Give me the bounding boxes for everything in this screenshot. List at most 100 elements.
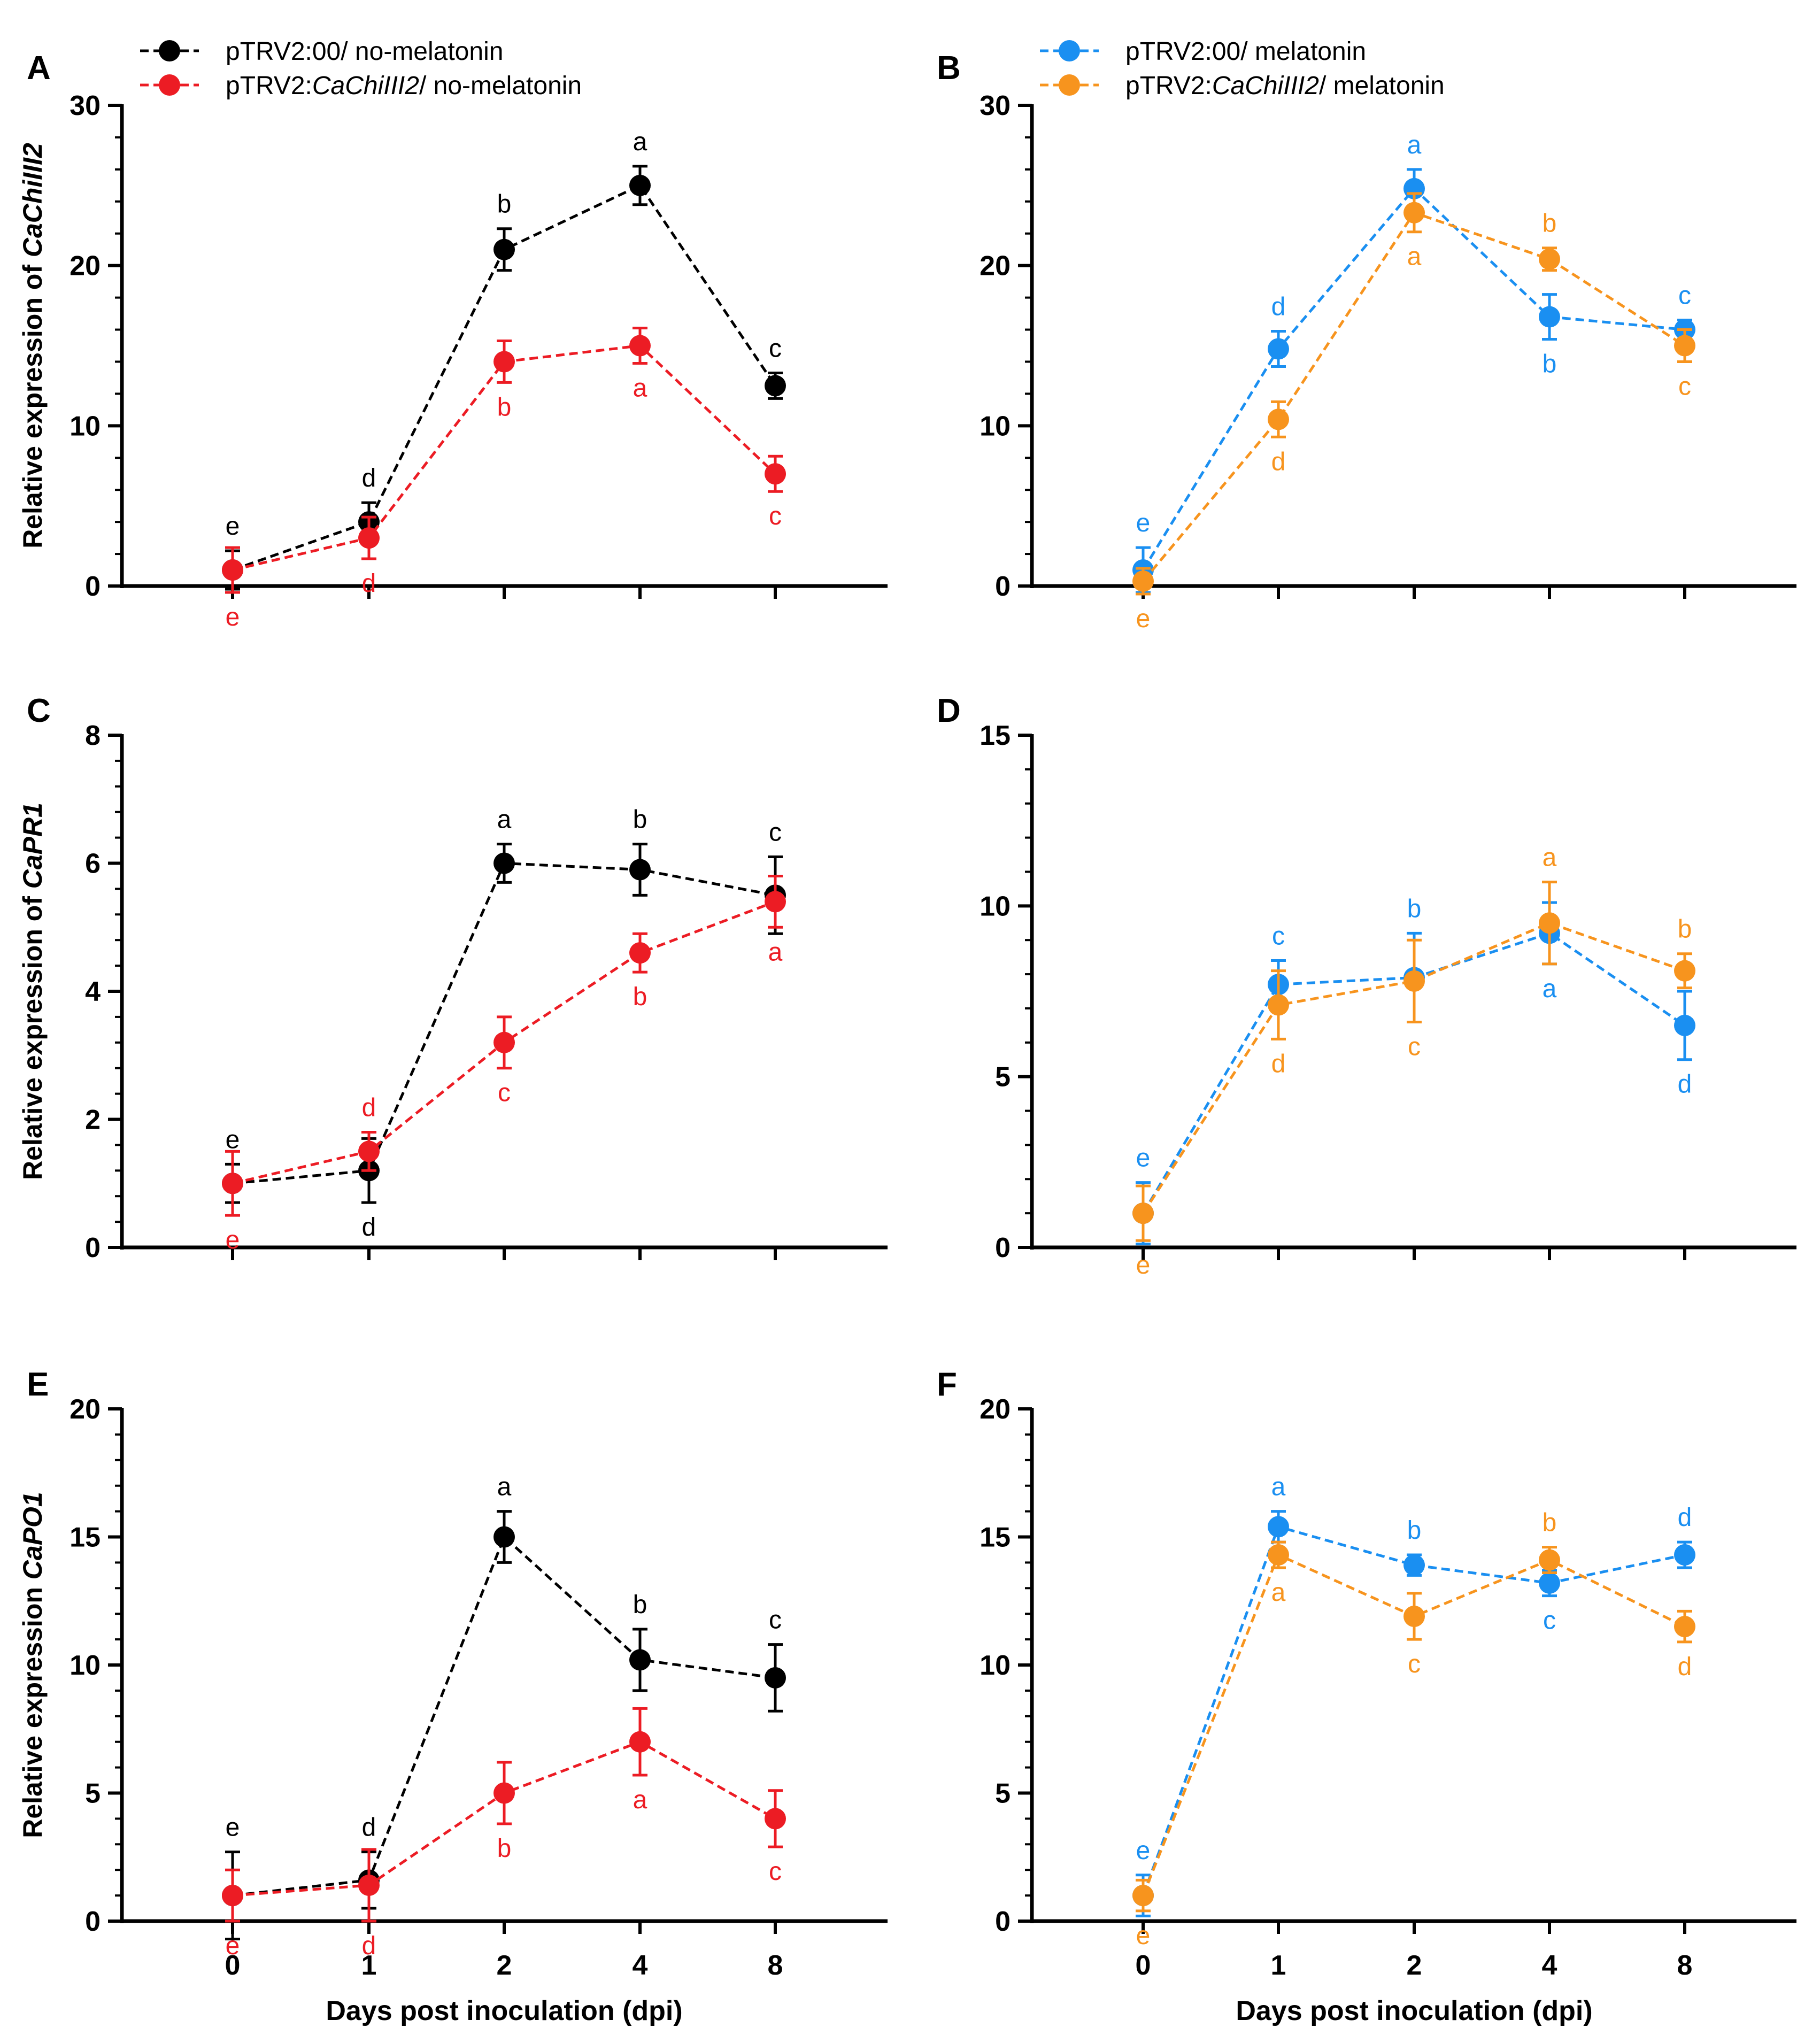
significance-letter: e <box>1136 1251 1151 1279</box>
significance-letter: b <box>497 393 512 421</box>
series-line <box>1142 1525 1685 1896</box>
significance-letter: d <box>362 1932 376 1960</box>
y-axis-label: Relative expression of CaPR1 <box>18 803 48 1180</box>
data-point <box>629 1649 651 1671</box>
significance-letter: c <box>769 334 782 363</box>
data-point <box>1268 994 1289 1016</box>
data-point <box>358 1874 380 1896</box>
significance-letter: e <box>1136 1837 1151 1865</box>
data-point <box>765 1667 786 1689</box>
significance-letter: d <box>1271 1050 1286 1078</box>
y-tick-label: 5 <box>995 1778 1011 1809</box>
significance-letter: e <box>226 512 240 541</box>
data-point <box>1674 960 1695 982</box>
significance-letter: b <box>633 1591 647 1619</box>
panel-letter: F <box>937 1366 957 1403</box>
series-1 <box>222 1510 786 1941</box>
y-tick-label: 0 <box>85 1232 101 1263</box>
y-tick-label: 10 <box>980 891 1011 922</box>
significance-letter: a <box>1271 1578 1286 1607</box>
data-point <box>1674 1544 1695 1566</box>
y-tick-label: 8 <box>85 720 101 751</box>
significance-letter: a <box>497 1473 512 1501</box>
significance-letter: d <box>1678 1653 1692 1681</box>
x-axis-title-right: Days post inoculation (dpi) <box>1236 1995 1592 2026</box>
series-1 <box>222 165 786 591</box>
significance-letter: a <box>768 938 783 966</box>
y-tick-label: 20 <box>980 1394 1011 1425</box>
data-point <box>1403 970 1425 992</box>
x-axis-title-left: Days post inoculation (dpi) <box>326 1995 682 2026</box>
data-point <box>222 1173 243 1194</box>
significance-letter: c <box>1678 282 1691 310</box>
data-point <box>1539 1549 1560 1571</box>
data-point <box>629 335 651 357</box>
y-tick-label: 6 <box>85 849 101 880</box>
significance-letter: b <box>1543 210 1557 238</box>
data-point <box>1268 1544 1289 1566</box>
legend-left: pTRV2:00/ no-melatonin pTRV2:CaChiIII2/ n… <box>140 37 582 100</box>
data-point <box>1674 1014 1695 1036</box>
significance-letter: a <box>633 128 647 156</box>
y-tick-label: 10 <box>70 1650 101 1681</box>
data-point <box>1403 202 1425 223</box>
significance-letter: c <box>769 1606 782 1635</box>
y-tick-label: 20 <box>70 1394 101 1425</box>
x-tick-label: 1 <box>1271 1950 1286 1981</box>
data-point <box>222 1885 243 1907</box>
y-tick-label: 0 <box>995 1906 1011 1937</box>
significance-letter: e <box>1136 1144 1151 1173</box>
x-tick-label: 4 <box>1542 1950 1557 1981</box>
data-point <box>629 174 651 196</box>
significance-letter: b <box>1678 915 1692 944</box>
x-tick-label: 4 <box>633 1950 648 1981</box>
data-point <box>1132 1202 1154 1224</box>
panel-letter: B <box>937 50 961 87</box>
y-tick-label: 15 <box>70 1522 101 1553</box>
legend-right: pTRV2:00/ melatonin pTRV2:CaChiIII2/ mela… <box>1040 37 1445 100</box>
data-point <box>1403 1554 1425 1576</box>
y-tick-label: 4 <box>85 976 101 1007</box>
significance-letter: b <box>1407 1516 1422 1545</box>
legend-label: pTRV2:CaChiIII2/ melatonin <box>1125 72 1445 100</box>
x-tick-label: 8 <box>768 1950 783 1981</box>
data-point <box>1674 335 1695 357</box>
x-tick-label: 0 <box>225 1950 241 1981</box>
legend-label: pTRV2:00/ no-melatonin <box>226 37 503 66</box>
data-point <box>493 1526 515 1548</box>
x-tick-label: 8 <box>1677 1950 1693 1981</box>
legend-marker <box>1059 40 1080 61</box>
data-point <box>493 238 515 260</box>
significance-letter: b <box>633 983 647 1011</box>
data-point <box>1539 912 1560 934</box>
panel-letter: C <box>27 692 51 729</box>
significance-letter: b <box>1543 1509 1557 1537</box>
data-point <box>765 375 786 397</box>
panel-C: C 0 2 4 6 8 Relative expression of CaPR1 e e d d a c… <box>18 692 888 1263</box>
data-point <box>222 559 243 581</box>
significance-letter: c <box>1543 1607 1556 1635</box>
significance-letter: e <box>226 1226 240 1254</box>
series-1 <box>1132 1510 1695 1917</box>
significance-letter: b <box>1407 895 1422 923</box>
y-axis-label: Relative expression of CaChiIII2 <box>18 143 48 549</box>
significance-letter: a <box>1543 975 1557 1003</box>
y-tick-label: 2 <box>85 1105 101 1136</box>
y-tick-label: 10 <box>980 1650 1011 1681</box>
significance-letter: a <box>1271 1473 1286 1501</box>
significance-letter: c <box>498 1079 511 1107</box>
x-tick-label: 2 <box>1407 1950 1422 1981</box>
series-2 <box>222 1707 786 1923</box>
y-tick-label: 10 <box>70 411 101 442</box>
significance-letter: a <box>1543 844 1557 872</box>
data-point <box>1132 571 1154 592</box>
x-tick-label: 2 <box>497 1950 512 1981</box>
y-tick-label: 0 <box>995 1232 1011 1263</box>
significance-letter: a <box>1407 243 1422 271</box>
significance-letter: c <box>1272 922 1285 951</box>
data-point <box>629 859 651 881</box>
y-tick-label: 15 <box>980 720 1011 751</box>
series-2 <box>222 327 786 594</box>
y-tick-label: 5 <box>995 1062 1011 1093</box>
